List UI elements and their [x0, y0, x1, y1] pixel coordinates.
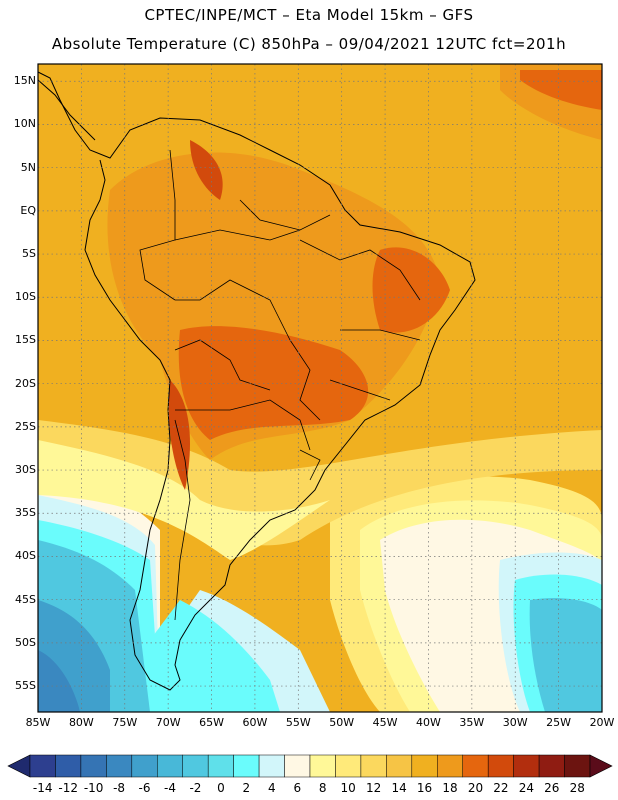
plot-frame: [37, 63, 603, 713]
colorbar-swatch: [411, 754, 438, 778]
colorbar-label: -4: [164, 781, 176, 795]
lat-label: 45S: [15, 592, 36, 606]
colorbar-swatch: [360, 754, 387, 778]
colorbar-swatch: [233, 754, 260, 778]
colorbar-label: 4: [267, 781, 276, 795]
lon-label: 45W: [372, 716, 398, 729]
colorbar-label: 18: [442, 781, 458, 795]
lat-label: 5N: [20, 160, 36, 174]
colorbar-label: 0: [217, 781, 225, 795]
coastline: [37, 71, 476, 691]
colorbar-swatch: [258, 754, 285, 778]
colorbar: [7, 754, 613, 778]
colorbar-label: -10: [83, 781, 104, 795]
lat-label: 15N: [13, 74, 36, 88]
graticule: [38, 64, 602, 712]
lon-label: 55W: [285, 716, 311, 729]
lat-label: EQ: [20, 203, 36, 217]
lon-label: 40W: [416, 716, 441, 729]
colorbar-swatch: [284, 754, 311, 778]
lat-label: 25S: [15, 419, 36, 433]
colorbar-swatch: [513, 754, 540, 778]
colorbar-label: -12: [58, 781, 78, 795]
colorbar-swatch: [182, 754, 209, 778]
colorbar-label: 10: [340, 781, 356, 795]
lat-label: 55S: [15, 679, 36, 693]
colorbar-swatch: [437, 754, 463, 778]
lat-label: 10S: [15, 290, 36, 304]
colorbar-swatch: [386, 754, 413, 778]
colorbar-max-arrow: [589, 754, 613, 778]
colorbar-swatch: [538, 754, 565, 778]
colorbar-swatch: [462, 754, 489, 778]
colorbar-label: -14: [32, 781, 53, 795]
colorbar-label: 24: [518, 781, 534, 795]
lon-label: 60W: [242, 716, 268, 729]
colorbar-label: 14: [391, 781, 407, 795]
lat-label: 35S: [15, 506, 36, 520]
lon-label: 20W: [589, 716, 615, 729]
lon-label: 75W: [112, 716, 138, 729]
lat-label: 50S: [15, 635, 36, 649]
lat-label: 15S: [15, 333, 36, 347]
colorbar-label: 22: [493, 781, 509, 795]
colorbar-swatch: [487, 754, 514, 778]
colorbar-label: -8: [113, 781, 126, 795]
colorbar-label: 8: [318, 781, 327, 795]
colorbar-swatch: [157, 754, 183, 778]
colorbar-label: 28: [569, 781, 585, 795]
lon-label: 85W: [25, 716, 51, 729]
lon-label: 80W: [68, 716, 94, 729]
colorbar-label: 20: [467, 781, 484, 795]
colorbar-swatch: [309, 754, 336, 778]
colorbar-label: -2: [189, 781, 202, 795]
colorbar-swatch: [55, 754, 82, 778]
lon-label: 65W: [199, 716, 224, 729]
title-line-2: Absolute Temperature (C) 850hPa – 09/04/…: [51, 35, 567, 53]
lat-label: 20S: [15, 376, 36, 390]
lon-label: 25W: [546, 716, 572, 729]
colorbar-label: 16: [416, 781, 433, 795]
lat-label: 40S: [15, 549, 36, 563]
temperature-field: [38, 64, 602, 712]
lat-label: 30S: [15, 463, 36, 477]
colorbar-swatch: [564, 754, 591, 778]
lon-label: 30W: [502, 716, 528, 729]
colorbar-label: 6: [293, 781, 302, 795]
lon-label: 50W: [329, 716, 355, 729]
colorbar-swatch: [335, 754, 362, 778]
lat-label: 5S: [22, 247, 36, 261]
colorbar-min-arrow: [7, 754, 31, 778]
colorbar-label: 12: [365, 781, 382, 795]
title-line-1: CPTEC/INPE/MCT – Eta Model 15km – GFS: [144, 6, 474, 24]
colorbar-swatch: [131, 754, 158, 778]
colorbar-swatch: [29, 754, 56, 778]
colorbar-swatch: [207, 754, 234, 778]
lon-label: 35W: [459, 716, 485, 729]
colorbar-label: -6: [138, 781, 151, 795]
lat-label: 10N: [13, 117, 36, 131]
lon-label: 70W: [155, 716, 181, 729]
colorbar-swatch: [80, 754, 107, 778]
colorbar-swatch: [106, 754, 133, 778]
colorbar-label: 2: [242, 781, 251, 795]
colorbar-label: 26: [544, 781, 560, 795]
